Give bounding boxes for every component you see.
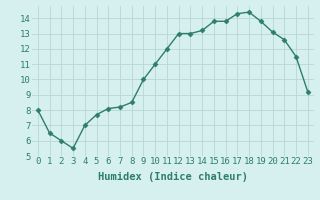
- X-axis label: Humidex (Indice chaleur): Humidex (Indice chaleur): [98, 172, 248, 182]
